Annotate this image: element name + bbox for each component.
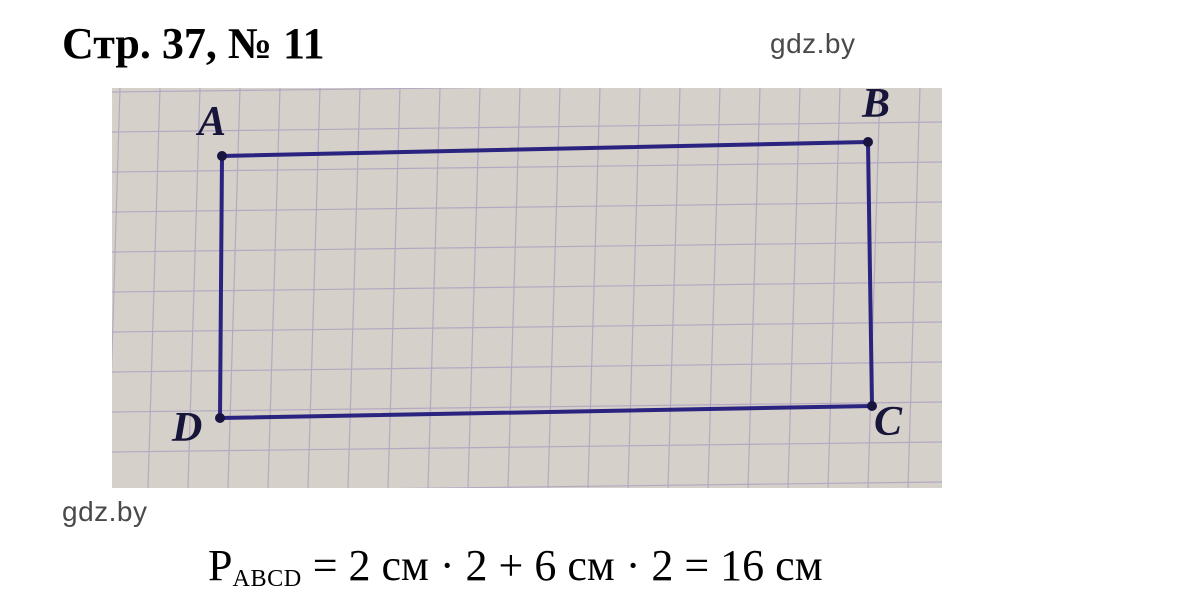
formula-subscript: ABCD [232,565,301,592]
page-heading: Стр. 37, № 11 [62,18,325,69]
formula-variable: P [208,541,232,590]
vertex-label-b: B [862,88,890,128]
geometry-figure: A B C D [112,88,942,488]
watermark-text: gdz.by [62,496,148,528]
vertex-label-c: C [874,398,902,446]
formula-expression: = 2 см · 2 + 6 см · 2 = 16 см [302,541,823,590]
watermark-text: gdz.by [770,28,856,60]
graph-paper [112,88,942,488]
vertex-label-d: D [172,404,202,452]
perimeter-formula: PABCD = 2 см · 2 + 6 см · 2 = 16 см [208,540,823,593]
vertex-label-a: A [198,98,226,146]
